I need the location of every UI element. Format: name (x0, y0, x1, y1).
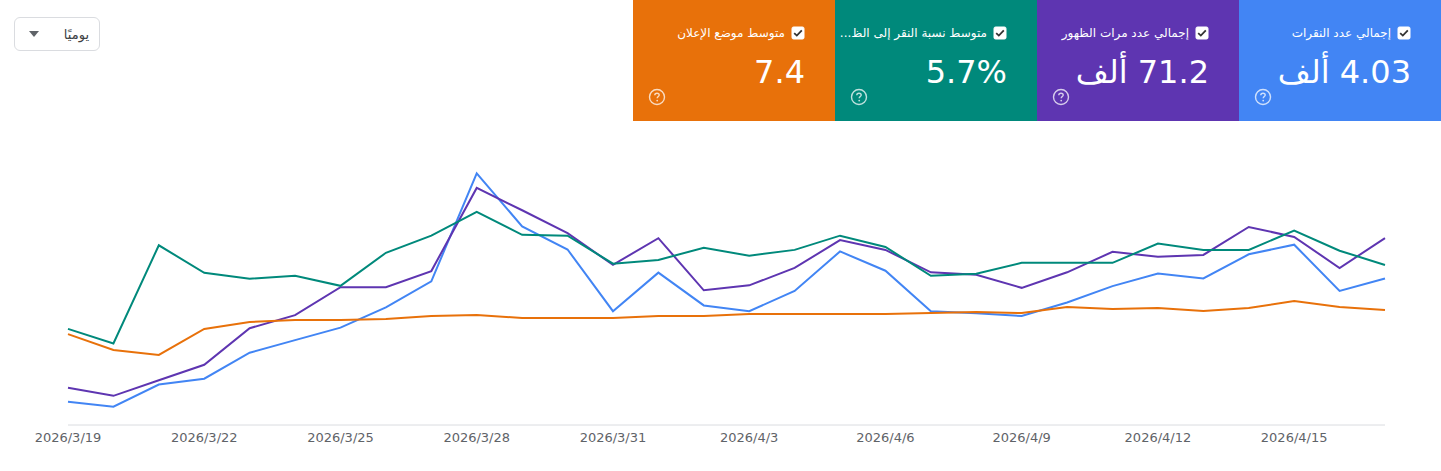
html-text:إجمالي عدد مرات الظهور: إجمالي عدد مرات الظهور (1061, 26, 1189, 40)
html-text:71.2 ألف: 71.2 ألف (1075, 53, 1209, 91)
html-text:إجمالي عدد النقرات: إجمالي عدد النقرات (1291, 26, 1391, 40)
html-text:متوسط موضع الإعلان: متوسط موضع الإعلان (677, 26, 785, 40)
svg-text:2026/3/25: 2026/3/25 (307, 430, 374, 445)
svg-text:2026/3/31: 2026/3/31 (580, 430, 647, 445)
svg-text:2026/4/3: 2026/4/3 (720, 430, 778, 445)
svg-text:2026/4/9: 2026/4/9 (992, 430, 1050, 445)
svg-text:2026/4/12: 2026/4/12 (1125, 430, 1192, 445)
svg-text:2026/4/6: 2026/4/6 (856, 430, 914, 445)
html-text:يوميًا: يوميًا (63, 26, 89, 42)
svg-text:2026/3/22: 2026/3/22 (171, 430, 238, 445)
html-text:متوسط نسبة النقر إلى الظ...: متوسط نسبة النقر إلى الظ... (839, 26, 987, 40)
svg-text:2026/3/28: 2026/3/28 (443, 430, 510, 445)
html-text:7.4: 7.4 (754, 53, 805, 91)
svg-text:2026/4/15: 2026/4/15 (1261, 430, 1328, 445)
svg-text:2026/3/19: 2026/3/19 (35, 430, 102, 445)
html-text:5.7%: 5.7% (925, 53, 1007, 91)
html-text:4.03 ألف: 4.03 ألف (1277, 53, 1411, 91)
